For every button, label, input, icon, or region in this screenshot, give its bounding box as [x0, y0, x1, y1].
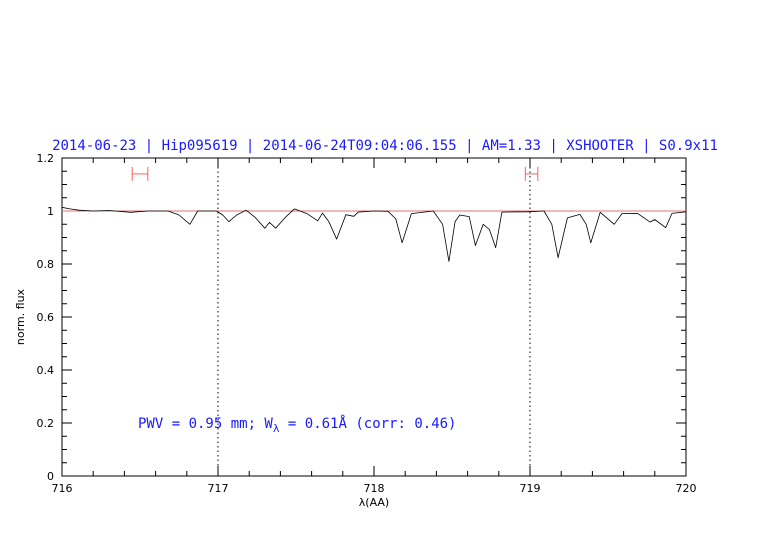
y-tick-label: 1.2 — [37, 152, 55, 165]
x-axis-label: λ(AA) — [359, 496, 389, 509]
x-tick-label: 719 — [520, 482, 541, 495]
x-tick-label: 718 — [364, 482, 385, 495]
y-tick-label: 0 — [47, 470, 54, 483]
y-tick-label: 0.8 — [37, 258, 55, 271]
annotation-suffix: = 0.61Å (corr: 0.46) — [279, 415, 456, 432]
x-tick-label: 716 — [52, 482, 73, 495]
chart-title: 2014-06-23 | Hip095619 | 2014-06-24T09:0… — [52, 138, 718, 154]
axes: 716 717 718 719 720 0 0.2 0.4 0.6 0.8 1 1.2 — [37, 152, 697, 495]
range-marker — [131, 166, 149, 181]
pwv-annotation: PWV = 0.95 mm; Wλ = 0.61Å (corr: 0.46) — [138, 415, 457, 435]
spectrum-line — [61, 206, 687, 262]
y-tick-label: 0.4 — [37, 364, 55, 377]
y-axis-label: norm. flux — [14, 288, 27, 345]
y-tick-label: 0.2 — [37, 417, 55, 430]
y-tick-label: 1 — [47, 205, 54, 218]
y-tick-label: 0.6 — [37, 311, 55, 324]
x-tick-label: 720 — [676, 482, 697, 495]
x-tick-label: 717 — [208, 482, 229, 495]
annotation-prefix: PWV = 0.95 mm; W — [138, 416, 273, 432]
range-marker — [524, 166, 539, 181]
annotation-subscript: λ — [273, 422, 280, 435]
plot-marks — [61, 158, 687, 476]
